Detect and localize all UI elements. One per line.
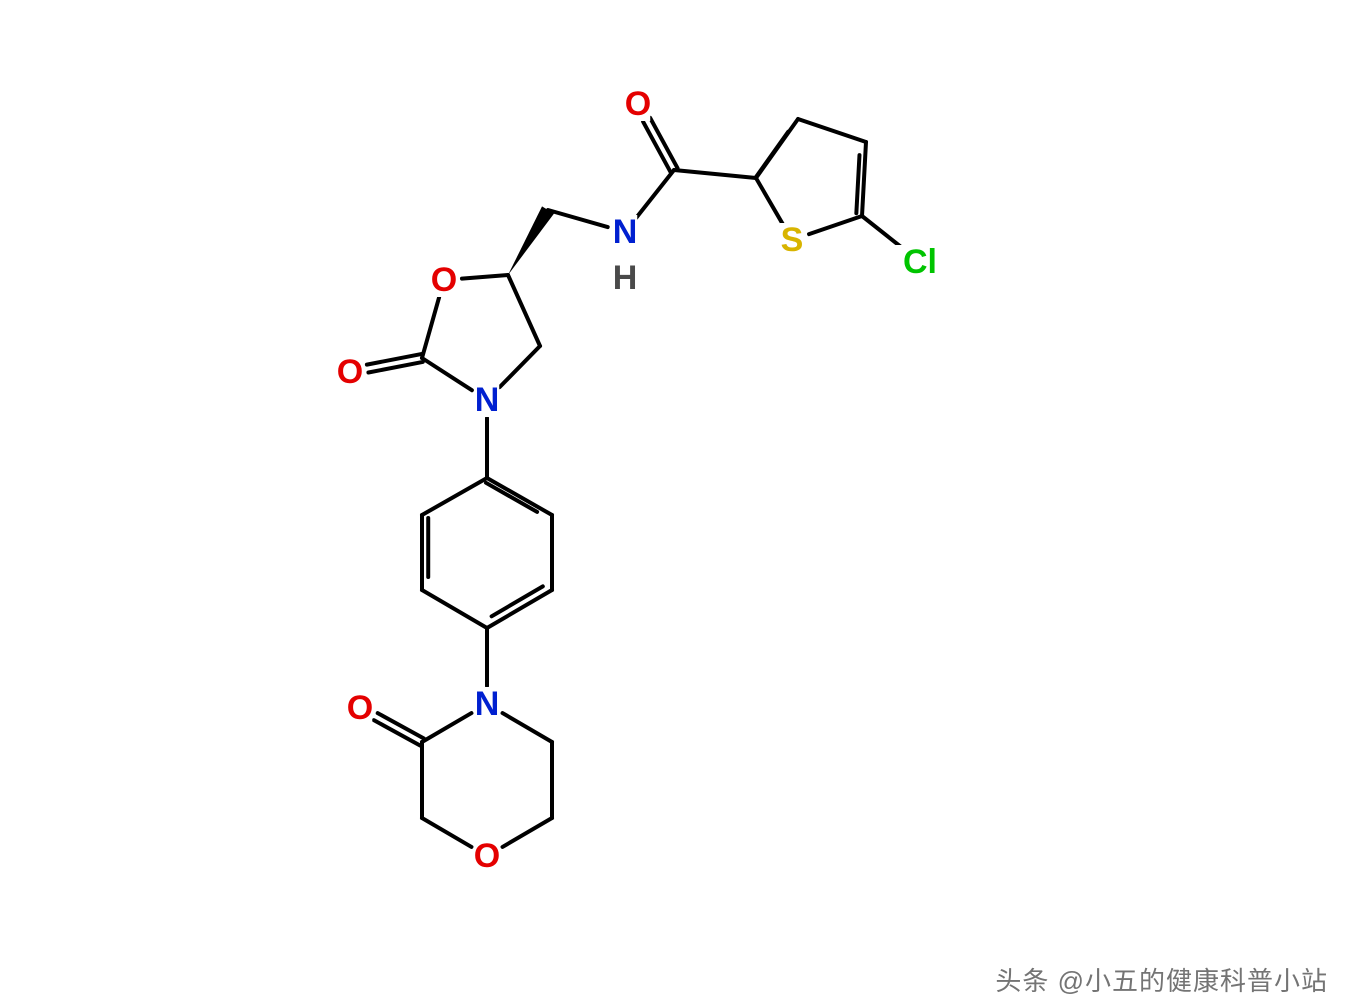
bond — [462, 275, 508, 279]
bond — [636, 170, 674, 218]
wedge-bond — [508, 206, 554, 275]
bond — [422, 818, 471, 847]
bond-aromatic-inner — [486, 483, 537, 512]
bond-aromatic-inner — [756, 132, 789, 178]
bond — [422, 590, 487, 628]
bond — [422, 358, 472, 390]
atom-label-n: N — [475, 381, 500, 419]
bond — [862, 216, 901, 247]
atom-label-h: H — [613, 259, 638, 297]
bond — [798, 119, 866, 142]
bond — [674, 170, 756, 178]
bond — [508, 275, 540, 346]
atom-label-o: O — [347, 689, 373, 727]
bond — [487, 478, 552, 515]
bond — [809, 216, 862, 234]
atom-label-o: O — [474, 837, 500, 875]
atom-label-n: N — [613, 213, 638, 251]
molecule-diagram: ONHOONNOOSCl — [0, 0, 1346, 1008]
bond — [487, 590, 552, 628]
atom-label-n: N — [475, 685, 500, 723]
bond — [548, 210, 608, 227]
watermark-text: 头条 @小五的健康科普小站 — [995, 961, 1328, 998]
bond — [503, 818, 552, 847]
bond — [422, 478, 487, 515]
atom-label-o: O — [431, 261, 457, 299]
bond — [422, 297, 439, 358]
atom-label-o: O — [625, 85, 651, 123]
atom-label-s: S — [781, 221, 804, 259]
atom-label-o: O — [337, 353, 363, 391]
atom-label-cl: Cl — [903, 243, 937, 281]
bond — [756, 178, 783, 224]
bond — [503, 713, 552, 742]
bond — [422, 713, 471, 742]
bond — [500, 346, 540, 387]
bond-aromatic-inner — [856, 155, 859, 213]
bond — [862, 142, 866, 216]
